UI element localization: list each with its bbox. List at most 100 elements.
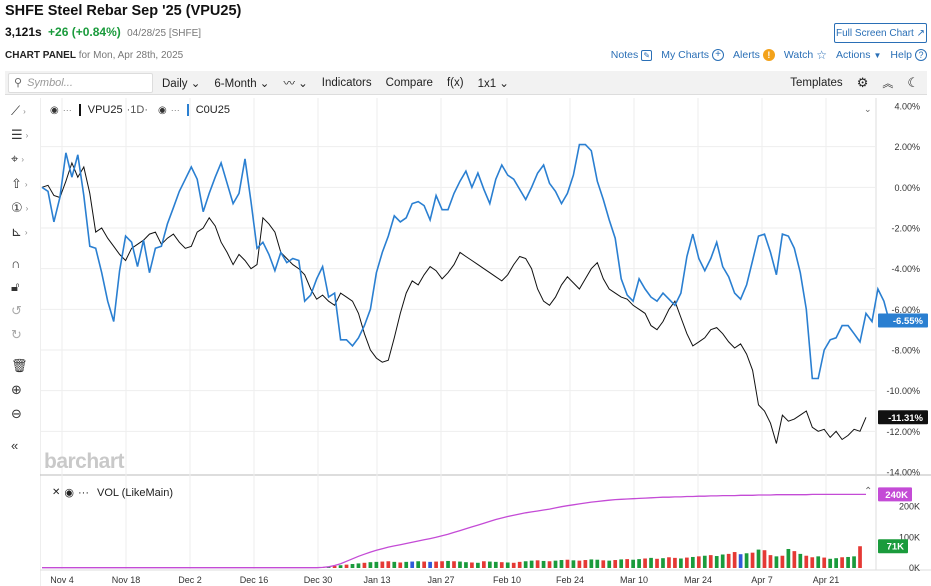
y-tick-label: -10.00% <box>886 386 920 396</box>
search-icon: ⚲ <box>14 77 23 89</box>
volume-bar <box>798 553 803 568</box>
arrow-tool[interactable]: ⇧ › <box>11 175 33 193</box>
volume-bar <box>852 556 856 568</box>
redo-tool[interactable]: ↻ <box>11 326 33 344</box>
collapse-up-icon[interactable]: ︽ <box>882 77 894 90</box>
price-chart-svg[interactable]: 4.00% 2.00% 0.00% -2.00% -4.00% -6.00% -8.00% -… <box>39 98 931 586</box>
annotation-tool[interactable]: ① › <box>11 199 33 217</box>
likemain-badge-label: 240K <box>885 490 908 501</box>
zoom-in-tool[interactable]: ⊕ <box>11 381 33 399</box>
x-tick-label: Dec 2 <box>178 575 202 585</box>
interval-select[interactable]: Daily ⌄ <box>162 77 201 90</box>
compare-series-name: C0U25 <box>195 104 230 116</box>
indicators-button[interactable]: Indicators <box>321 76 372 89</box>
measure-tool[interactable]: ⊾ › <box>11 223 33 241</box>
volume-bar <box>547 561 552 568</box>
volume-bar <box>416 561 421 568</box>
y-tick-label: -8.00% <box>891 346 920 356</box>
eye-icon[interactable]: ◉ <box>64 487 74 499</box>
volume-bar <box>702 555 707 568</box>
x-tick-label: Apr 21 <box>813 575 840 585</box>
volume-bar <box>446 560 450 568</box>
last-value-badge-c0u25 <box>878 313 928 328</box>
volume-badge-label: 71K <box>887 542 905 553</box>
compare-button[interactable]: Compare <box>385 76 433 89</box>
volume-bar <box>696 556 701 568</box>
fx-button[interactable]: f(x) <box>446 76 464 89</box>
full-screen-chart-button[interactable]: Full Screen Chart ↗ <box>834 23 927 43</box>
more-icon[interactable]: ··· <box>78 486 89 499</box>
settings-icon[interactable]: ⚙ <box>856 74 869 90</box>
tool-expand-icon: › <box>25 203 29 213</box>
undo-icon: ↺ <box>11 303 22 318</box>
volume-bar <box>374 561 379 568</box>
edit-icon: ✎ <box>641 49 653 61</box>
more-icon[interactable]: ··· <box>62 105 72 115</box>
chart-type-select[interactable]: 〰 ⌄ <box>283 75 307 91</box>
x-tick-label: Jan 27 <box>427 575 454 585</box>
volume-bar <box>631 559 635 568</box>
volume-indicator-name: VOL (LikeMain) <box>97 486 174 499</box>
delete-tool[interactable]: 🗑︎ <box>11 357 33 375</box>
volume-bar <box>332 565 337 568</box>
symbol-search-input[interactable]: ⚲ Symbol... <box>8 72 153 93</box>
volume-bar <box>708 555 713 568</box>
volume-bar <box>720 554 725 568</box>
y-tick-label: 4.00% <box>894 102 920 112</box>
volume-bar <box>643 558 647 568</box>
fib-tool[interactable]: ☰ › <box>11 126 33 144</box>
crosshair-tool[interactable]: ⌖ › <box>11 150 33 168</box>
templates-button[interactable]: Templates <box>790 76 843 89</box>
volume-bar <box>840 557 844 568</box>
volume-bar <box>792 551 797 568</box>
chart-toolbar: ⚲ Symbol... Daily ⌄ 6-Month ⌄ 〰 ⌄ Indica… <box>5 71 927 95</box>
volume-bar <box>804 555 809 568</box>
volume-bar <box>583 560 588 568</box>
likemain-badge <box>878 487 912 502</box>
volume-bar <box>858 546 862 568</box>
volume-y-tick: 0K <box>909 563 920 573</box>
volume-legend: ✕ ◉ ··· VOL (LikeMain) <box>52 486 174 500</box>
undo-tool[interactable]: ↺ <box>11 302 33 320</box>
question-icon: ? <box>915 49 927 61</box>
volume-bar <box>774 556 779 568</box>
actions-label: Actions <box>836 49 871 61</box>
layout-select[interactable]: 1x1 ⌄ <box>477 77 509 90</box>
close-icon[interactable]: ✕ <box>52 487 61 498</box>
likemain-volume-line <box>42 493 866 569</box>
my-charts-link[interactable]: My Charts + <box>661 49 725 61</box>
magnet-icon: ∩ <box>11 255 21 271</box>
volume-bar <box>428 561 432 568</box>
collapse-sidebar-tool[interactable]: « <box>11 436 33 454</box>
volume-bar <box>625 559 630 568</box>
more-icon[interactable]: ··· <box>170 105 180 115</box>
chevron-down-icon[interactable]: ⌄ <box>864 104 872 114</box>
star-icon: ☆ <box>816 48 828 62</box>
plus-circle-icon: + <box>712 49 725 61</box>
chart-area[interactable]: 4.00% 2.00% 0.00% -2.00% -4.00% -6.00% -8.00% -… <box>39 98 931 586</box>
volume-bar <box>679 558 683 568</box>
lock-tool[interactable]: 🔓︎ <box>11 278 33 296</box>
alerts-link[interactable]: Alerts! <box>733 49 775 61</box>
actions-menu[interactable]: Actions ▼ <box>836 49 881 61</box>
volume-bar <box>380 561 385 568</box>
range-select[interactable]: 6-Month ⌄ <box>214 77 270 90</box>
trendline-tool[interactable]: ⟋ › <box>11 102 33 120</box>
notes-link[interactable]: Notes ✎ <box>611 49 653 61</box>
volume-bar <box>595 559 600 568</box>
help-link[interactable]: Help? <box>890 49 927 61</box>
watch-link[interactable]: Watch ☆ <box>784 48 827 62</box>
theme-icon[interactable]: ☾ <box>907 74 919 90</box>
zoom-out-tool[interactable]: ⊖ <box>11 405 33 423</box>
volume-bar <box>487 561 492 568</box>
volume-y-tick: 100K <box>899 532 920 542</box>
watch-label: Watch <box>783 49 814 61</box>
eye-icon[interactable]: ◉ <box>157 104 167 116</box>
chevron-up-icon[interactable]: ⌃ <box>864 486 873 497</box>
eye-icon[interactable]: ◉ <box>50 104 59 116</box>
volume-bar <box>822 557 827 568</box>
info-icon: ① <box>11 200 23 215</box>
magnet-tool[interactable]: ∩ <box>11 254 33 272</box>
last-value-label-c0u25: -6.55% <box>893 316 924 327</box>
volume-bar <box>661 558 665 568</box>
